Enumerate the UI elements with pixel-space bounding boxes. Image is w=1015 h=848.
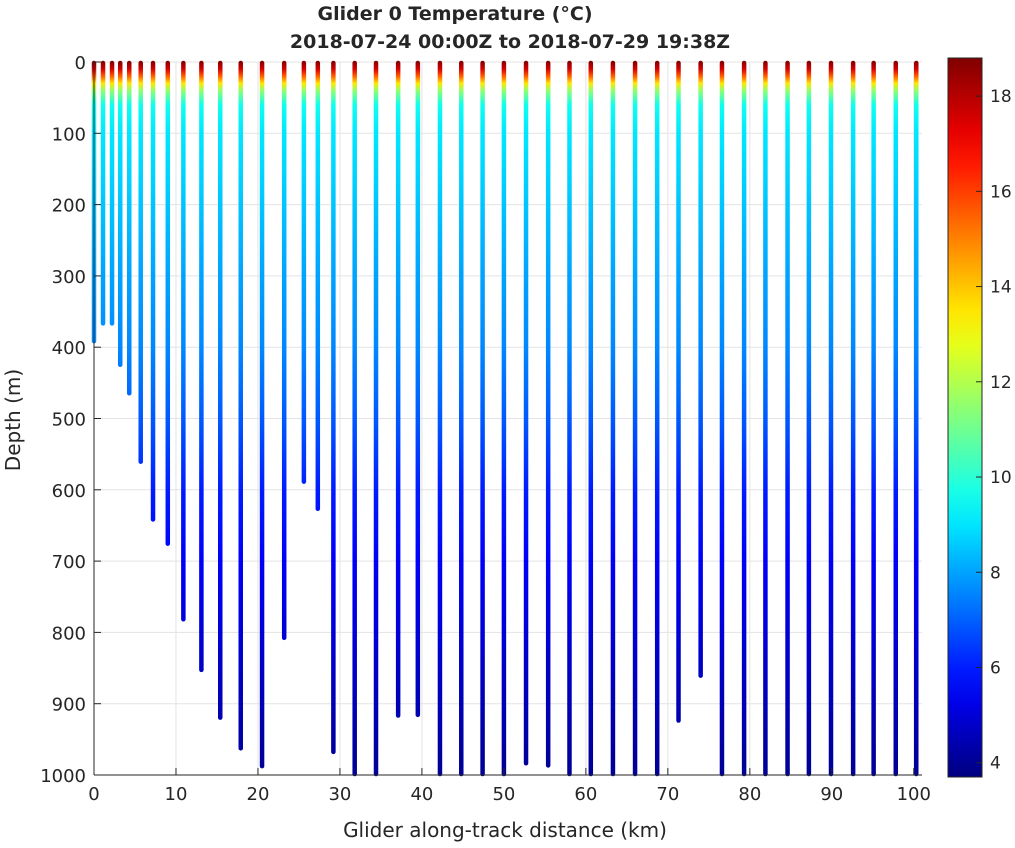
colorbar-tick-label: 14 bbox=[990, 278, 1012, 298]
y-tick-label: 600 bbox=[52, 481, 86, 502]
y-tick-label: 300 bbox=[52, 267, 86, 288]
y-tick-label: 1000 bbox=[40, 766, 86, 787]
x-tick-label: 70 bbox=[656, 784, 679, 805]
y-tick-label: 800 bbox=[52, 623, 86, 644]
colorbar-tick-label: 18 bbox=[990, 87, 1012, 107]
y-tick-label: 500 bbox=[52, 410, 86, 431]
chart-title-line-1: Glider 0 Temperature (°C) bbox=[317, 3, 592, 25]
colorbar-tick-label: 12 bbox=[990, 373, 1012, 393]
axes: 0 10 20 30 40 50 60 70 80 90 100010020030040050060… bbox=[40, 53, 931, 805]
colorbar-tick-label: 4 bbox=[990, 754, 1001, 774]
x-tick-label: 40 bbox=[410, 784, 433, 805]
colorbar-tick-label: 16 bbox=[990, 182, 1012, 202]
y-tick-label: 0 bbox=[75, 53, 86, 74]
colorbar-gradient bbox=[947, 57, 983, 778]
y-tick-label: 700 bbox=[52, 552, 86, 573]
colorbar: 4 6 8 10 12 14 16 18 bbox=[947, 57, 1012, 778]
y-tick-label: 200 bbox=[52, 196, 86, 217]
y-tick-label: 400 bbox=[52, 338, 86, 359]
x-axis-label: Glider along-track distance (km) bbox=[343, 818, 667, 842]
y-axis-label: Depth (m) bbox=[1, 369, 25, 471]
x-tick-label: 90 bbox=[820, 784, 843, 805]
x-tick-label: 50 bbox=[492, 784, 515, 805]
colorbar-tick-label: 6 bbox=[990, 658, 1001, 678]
colorbar-tick-label: 10 bbox=[990, 468, 1012, 488]
x-tick-label: 0 bbox=[88, 784, 99, 805]
x-tick-label: 80 bbox=[738, 784, 761, 805]
x-tick-label: 30 bbox=[328, 784, 351, 805]
chart-title-line-2: 2018-07-24 00:00Z to 2018-07-29 19:38Z bbox=[290, 31, 730, 53]
y-tick-label: 900 bbox=[52, 695, 86, 716]
x-tick-label: 100 bbox=[897, 784, 931, 805]
y-tick-label: 100 bbox=[52, 124, 86, 145]
x-tick-label: 10 bbox=[165, 784, 188, 805]
colorbar-tick-label: 8 bbox=[990, 563, 1001, 583]
x-tick-label: 60 bbox=[574, 784, 597, 805]
x-tick-label: 20 bbox=[247, 784, 270, 805]
